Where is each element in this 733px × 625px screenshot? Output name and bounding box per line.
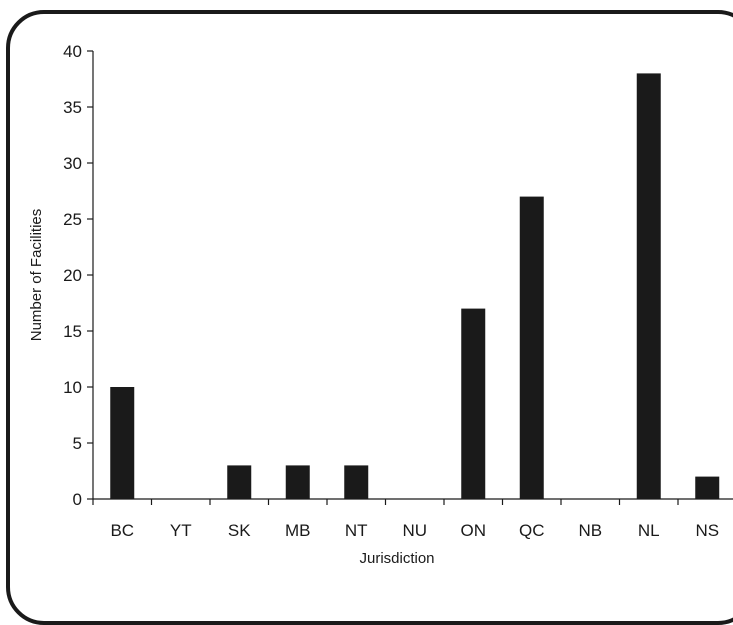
bar-bc [110, 387, 135, 499]
y-axis-title: Number of Facilities [28, 209, 45, 342]
bar-sk [227, 465, 252, 499]
x-tick-label: NT [345, 521, 368, 540]
bars-group [110, 73, 720, 500]
x-axis-ticks: BC YT SK MB NT NU ON QC NB NL NS [92, 499, 719, 540]
x-tick-label: NS [695, 521, 719, 540]
bar-nt [344, 465, 369, 499]
y-tick-label: 25 [63, 210, 82, 229]
y-tick-label: 0 [73, 490, 82, 509]
x-tick-label: BC [110, 521, 134, 540]
x-tick-label: YT [170, 521, 192, 540]
x-axis-title: Jurisdiction [359, 550, 434, 567]
x-tick-label: QC [519, 521, 545, 540]
bar-nl [636, 73, 661, 500]
x-tick-label: SK [228, 521, 251, 540]
y-tick-label: 15 [63, 322, 82, 341]
y-tick-label: 30 [63, 154, 82, 173]
x-tick-label: NL [638, 521, 660, 540]
y-axis-ticks: 0 5 10 15 20 25 30 35 40 [63, 42, 93, 509]
x-tick-label: NB [578, 521, 602, 540]
x-tick-label: ON [461, 521, 487, 540]
y-tick-label: 20 [63, 266, 82, 285]
bar-qc [519, 196, 544, 499]
x-tick-label: MB [285, 521, 311, 540]
bar-mb [285, 465, 310, 499]
y-tick-label: 35 [63, 98, 82, 117]
y-tick-label: 5 [73, 434, 82, 453]
y-tick-label: 40 [63, 42, 82, 61]
bar-ns [695, 476, 720, 499]
y-tick-label: 10 [63, 378, 82, 397]
x-tick-label: NU [402, 521, 427, 540]
bar-on [461, 308, 486, 499]
